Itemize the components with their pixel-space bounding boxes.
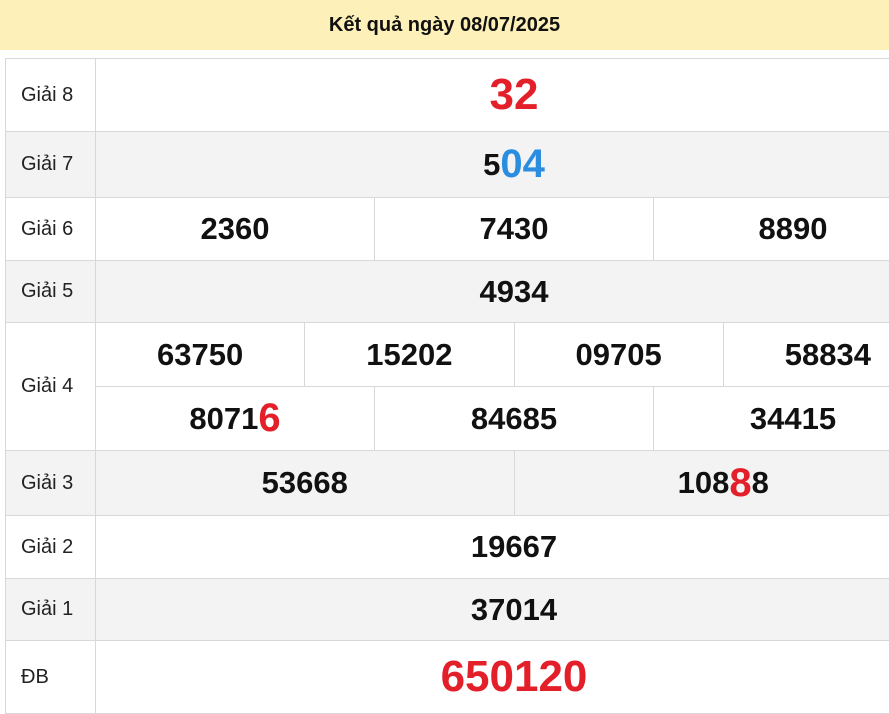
highlight-digits: 04 <box>500 142 545 187</box>
prize-number: 32 <box>96 59 889 131</box>
prize-row-g2: Giải 2 19667 <box>6 516 889 579</box>
prize-number: 63750 <box>96 323 305 386</box>
prize-row-g6: Giải 6 2360 7430 8890 <box>6 198 889 261</box>
plain-digits: 5 <box>483 147 500 183</box>
prize-number: 84685 <box>375 387 654 450</box>
prize-label: Giải 7 <box>6 132 96 197</box>
prize-number: 4934 <box>96 261 889 322</box>
prize-number: 2360 <box>96 198 375 260</box>
prize-label: Giải 2 <box>6 516 96 578</box>
prize-number: 8890 <box>654 198 889 260</box>
prize-number: 09705 <box>515 323 724 386</box>
highlight-digits: 32 <box>490 70 539 120</box>
prize-label: Giải 4 <box>6 323 96 450</box>
plain-digits: 8071 <box>189 401 258 437</box>
prize-label: Giải 8 <box>6 59 96 131</box>
prize-label: Giải 5 <box>6 261 96 322</box>
highlight-digits: 6 <box>258 396 280 441</box>
prize-number: 15202 <box>305 323 514 386</box>
results-header: Kết quả ngày 08/07/2025 <box>0 0 889 50</box>
highlight-digits: 8 <box>729 461 751 506</box>
prize-label: Giải 1 <box>6 579 96 640</box>
prize-label: ĐB <box>6 641 96 713</box>
plain-digits: 8 <box>752 465 769 501</box>
prize-number: 650120 <box>96 641 889 713</box>
prize-number: 37014 <box>96 579 889 640</box>
prize-row-g5: Giải 5 4934 <box>6 261 889 323</box>
prize-number: 7430 <box>375 198 654 260</box>
plain-digits: 108 <box>678 465 730 501</box>
prize-label: Giải 3 <box>6 451 96 515</box>
prize-number: 34415 <box>654 387 889 450</box>
prize-number: 58834 <box>724 323 889 386</box>
highlight-digits: 650120 <box>441 652 588 702</box>
prize-label: Giải 6 <box>6 198 96 260</box>
prize-row-g1: Giải 1 37014 <box>6 579 889 641</box>
prize-number: 53668 <box>96 451 515 515</box>
prize-row-g8: Giải 8 32 <box>6 59 889 132</box>
results-title: Kết quả ngày 08/07/2025 <box>329 14 560 37</box>
prize-number: 19667 <box>96 516 889 578</box>
prize-row-special: ĐB 650120 <box>6 641 889 714</box>
